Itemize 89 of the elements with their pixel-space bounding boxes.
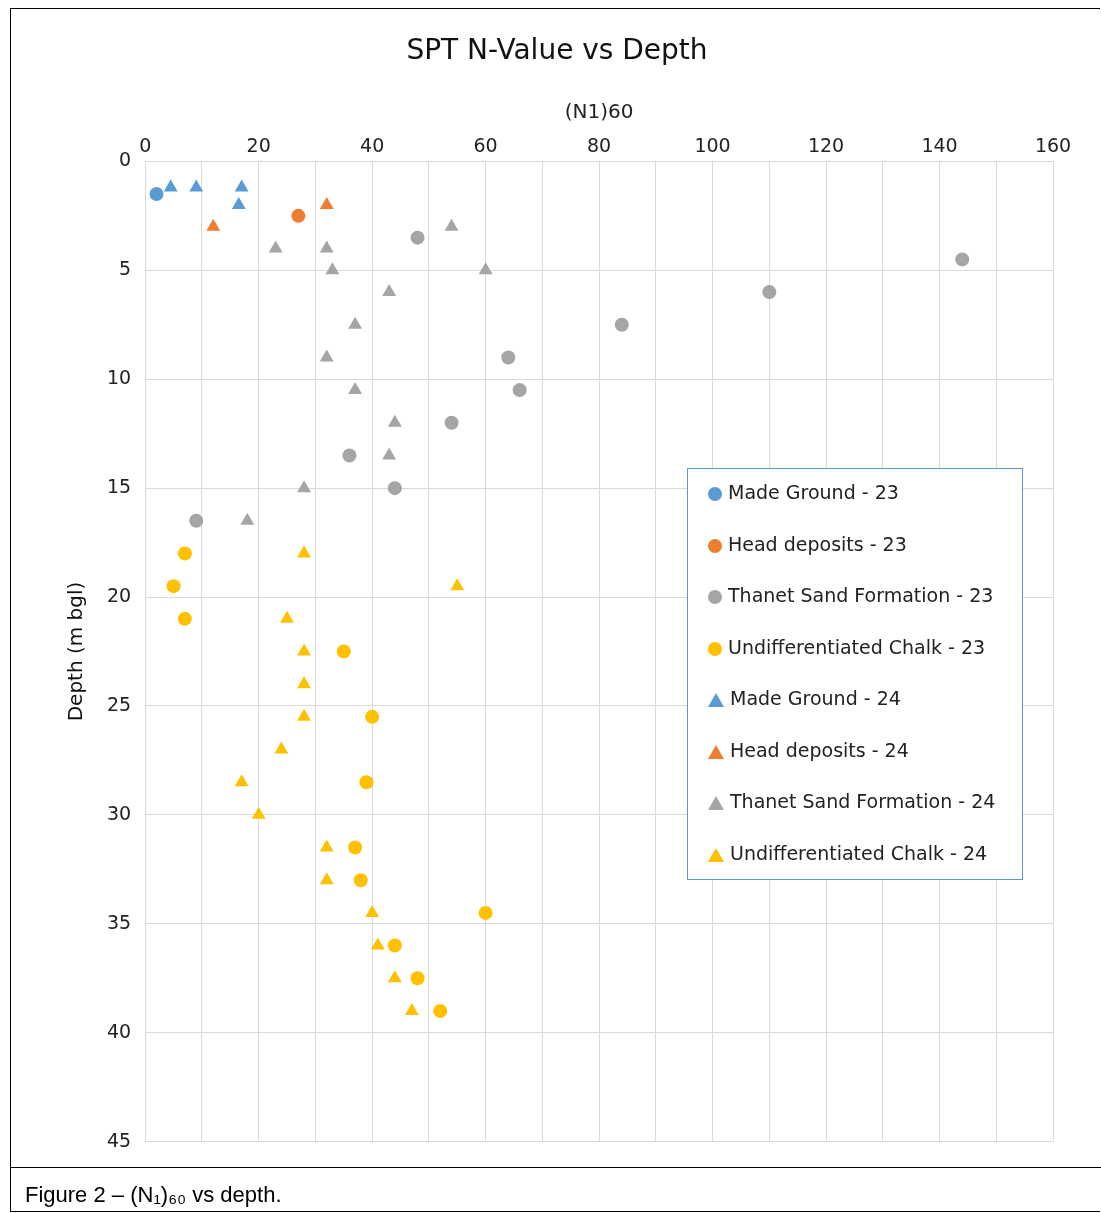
point [382, 447, 397, 460]
legend-label: Head deposits - 23 [728, 532, 907, 555]
x-tick-label: 120 [807, 133, 845, 156]
point [359, 775, 374, 790]
caption: Figure 2 – (N₁)₆₀ vs depth. [11, 1167, 1101, 1208]
legend-label: Undifferentiated Chalk - 24 [730, 841, 988, 864]
point [319, 196, 334, 209]
point [348, 316, 363, 329]
point [433, 1003, 448, 1018]
y-tick-label: 40 [106, 1019, 132, 1042]
point [297, 708, 311, 721]
point [478, 905, 493, 920]
point [297, 545, 311, 558]
y-tick-label: 0 [119, 148, 132, 171]
point [955, 252, 970, 267]
point [319, 240, 334, 253]
point [365, 904, 380, 917]
point [325, 262, 340, 275]
point [342, 448, 357, 463]
legend-label: Undifferentiated Chalk - 23 [728, 635, 986, 658]
legend-label: Thanet Sand Formation - 24 [730, 790, 996, 812]
point [319, 839, 334, 852]
point [387, 414, 402, 427]
x-tick-label: 0 [139, 133, 152, 156]
chart-title: SPT N-Value vs Depth [406, 33, 708, 67]
y-tick-label: 35 [106, 910, 132, 933]
y-tick-label: 15 [106, 475, 132, 498]
point [501, 350, 516, 365]
point [177, 611, 192, 626]
point [336, 644, 351, 659]
point [274, 741, 289, 754]
point [512, 383, 527, 398]
x-tick-label: 20 [246, 133, 271, 156]
point [387, 481, 402, 496]
point [353, 873, 368, 888]
point [348, 382, 363, 395]
legend-label: Made Ground - 24 [730, 687, 901, 709]
point [370, 937, 385, 950]
point [348, 840, 363, 855]
point [319, 349, 334, 362]
y-tick-label: 5 [119, 257, 132, 280]
point [166, 579, 181, 594]
point [365, 709, 380, 724]
x-tick-label: 140 [921, 133, 958, 156]
point [149, 187, 164, 202]
point [319, 872, 334, 885]
point [297, 643, 311, 656]
point [410, 230, 425, 245]
point [614, 317, 629, 332]
point [291, 208, 306, 223]
legend-label: Head deposits - 24 [730, 738, 909, 761]
y-tick-label: 30 [106, 801, 132, 824]
point [234, 774, 249, 787]
point [387, 938, 402, 953]
point [297, 676, 311, 689]
x-tick-label: 60 [473, 133, 498, 156]
point [444, 415, 459, 430]
y-axis-title: Depth (m bgl) [63, 581, 88, 722]
point [762, 285, 777, 300]
point [450, 578, 465, 591]
point [189, 513, 204, 528]
point [251, 806, 266, 819]
point [382, 284, 397, 297]
x-axis-title: (N1)60 [564, 98, 634, 123]
point [404, 1002, 419, 1015]
x-tick-label: 100 [694, 133, 731, 156]
point [280, 610, 294, 623]
y-tick-label: 10 [106, 366, 132, 389]
point [189, 179, 204, 192]
point [234, 179, 249, 192]
x-tick-label: 40 [360, 133, 385, 156]
y-tick-label: 25 [106, 692, 132, 715]
legend-label: Thanet Sand Formation - 23 [728, 584, 994, 606]
point [444, 218, 459, 231]
point [206, 218, 221, 231]
point [387, 970, 402, 983]
point [268, 240, 283, 253]
legend-label: Made Ground - 23 [728, 481, 899, 503]
point [478, 262, 493, 275]
point [297, 480, 311, 493]
point [410, 971, 425, 986]
point [177, 546, 192, 561]
y-tick-label: 20 [106, 583, 132, 606]
point [163, 179, 178, 192]
y-tick-label: 45 [106, 1128, 132, 1151]
x-tick-label: 80 [586, 133, 612, 156]
point [240, 512, 255, 525]
x-tick-label: 160 [1034, 133, 1072, 156]
point [231, 196, 246, 209]
